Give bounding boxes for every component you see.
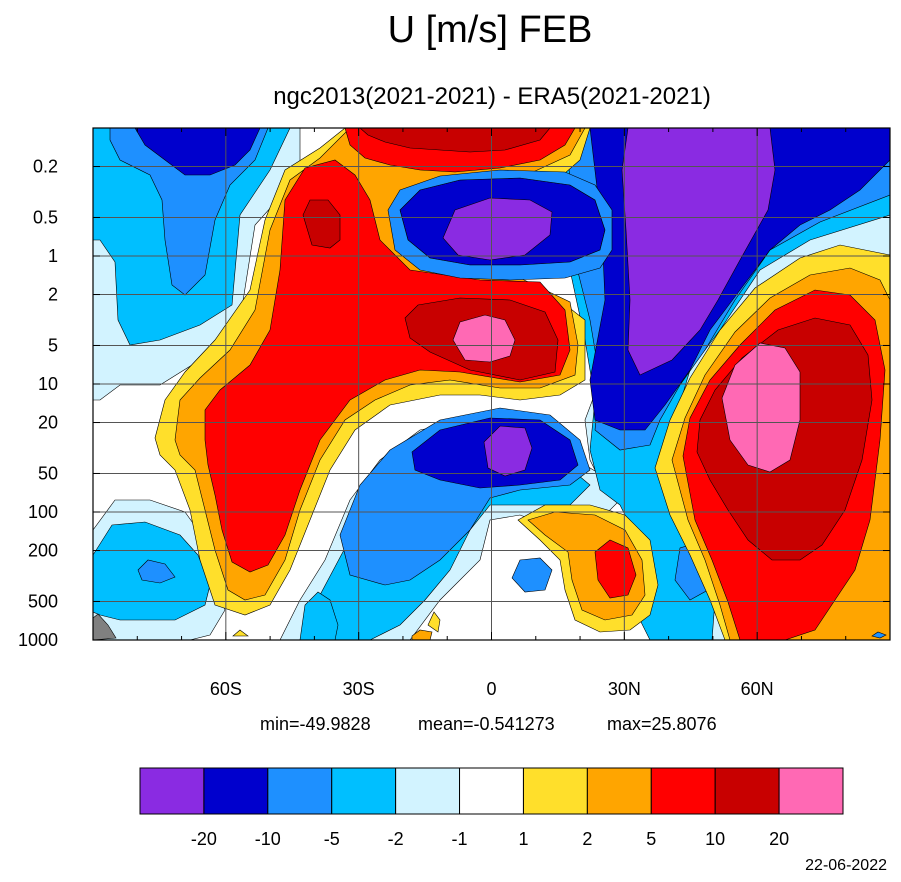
y-tick-label: 500 (28, 591, 58, 611)
chart-title: U [m/s] FEB (388, 9, 593, 51)
region-orange-sfc-a (411, 629, 433, 640)
region-darkblue-sh-upper (134, 128, 261, 176)
colorbar-label: -2 (388, 829, 404, 849)
region-yellow-sfc-b (427, 611, 441, 633)
region-red-nh-low (594, 539, 637, 599)
x-axis: 60S 30S 0 30N 60N (136, 128, 847, 699)
colorbar: -20 -10 -5 -2 -1 1 2 5 10 20 (139, 767, 844, 849)
region-yellow-sfc-c (232, 629, 249, 637)
region-blue-sfc-d (871, 631, 887, 639)
region-purple-upper-eq (442, 197, 553, 261)
region-darkred-sh-upper (359, 128, 551, 153)
y-tick-label: 20 (38, 413, 58, 433)
colorbar-swatch (650, 767, 716, 815)
stat-max: max=25.8076 (607, 714, 717, 734)
region-pink-nh (721, 342, 801, 473)
region-blue-eq-low (511, 557, 553, 593)
region-blue-sh-lower (137, 559, 176, 584)
colorbar-swatch (331, 767, 397, 815)
y-tick-label: 50 (38, 463, 58, 483)
colorbar-label: 2 (582, 829, 592, 849)
colorbar-swatch (203, 767, 269, 815)
y-tick-label: 10 (38, 374, 58, 394)
stat-min: min=-49.9828 (260, 714, 371, 734)
colorbar-label: 5 (646, 829, 656, 849)
colorbar-swatch (522, 767, 588, 815)
region-pink-mid-eq (452, 314, 516, 363)
colorbar-swatch (395, 767, 461, 815)
region-red-sh-west (204, 159, 571, 573)
y-tick-label: 1 (48, 246, 58, 266)
chart-subtitle: ngc2013(2021-2021) - ERA5(2021-2021) (273, 83, 711, 110)
x-tick-label: 60N (741, 679, 774, 699)
region-missing-land (93, 613, 117, 640)
colorbar-label: 20 (769, 829, 789, 849)
colorbar-swatch (714, 767, 780, 815)
date-stamp: 22-06-2022 (805, 857, 887, 874)
y-axis: 0.2 0.5 1 2 5 10 20 50 100 200 500 1000 (18, 157, 890, 650)
colorbar-swatch (778, 767, 844, 815)
y-tick-label: 0.2 (33, 157, 58, 177)
region-blue-sh-upper (109, 128, 269, 296)
y-tick-label: 5 (48, 335, 58, 355)
region-blue-upper-eq (387, 169, 613, 281)
y-tick-label: 200 (28, 541, 58, 561)
colorbar-label: -1 (452, 829, 468, 849)
stat-mean: mean=-0.541273 (418, 714, 555, 734)
colorbar-label: 10 (705, 829, 725, 849)
y-tick-label: 0.5 (33, 207, 58, 227)
colorbar-label: -10 (255, 829, 281, 849)
colorbar-swatch (267, 767, 333, 815)
colorbar-label: -20 (191, 829, 217, 849)
region-purple-mid (483, 425, 533, 477)
colorbar-label: 1 (518, 829, 528, 849)
colorbar-swatch (139, 767, 205, 815)
y-tick-label: 2 (48, 285, 58, 305)
x-tick-label: 30S (343, 679, 375, 699)
region-darkred-sh-west (302, 199, 341, 249)
y-tick-label: 100 (28, 502, 58, 522)
colorbar-swatch (586, 767, 652, 815)
x-tick-label: 0 (486, 679, 496, 699)
y-tick-label: 1000 (18, 630, 58, 650)
x-tick-label: 30N (608, 679, 641, 699)
region-cyan-lower-left (299, 591, 339, 640)
x-tick-label: 60S (210, 679, 242, 699)
colorbar-swatch (459, 767, 524, 815)
colorbar-label: -5 (324, 829, 340, 849)
